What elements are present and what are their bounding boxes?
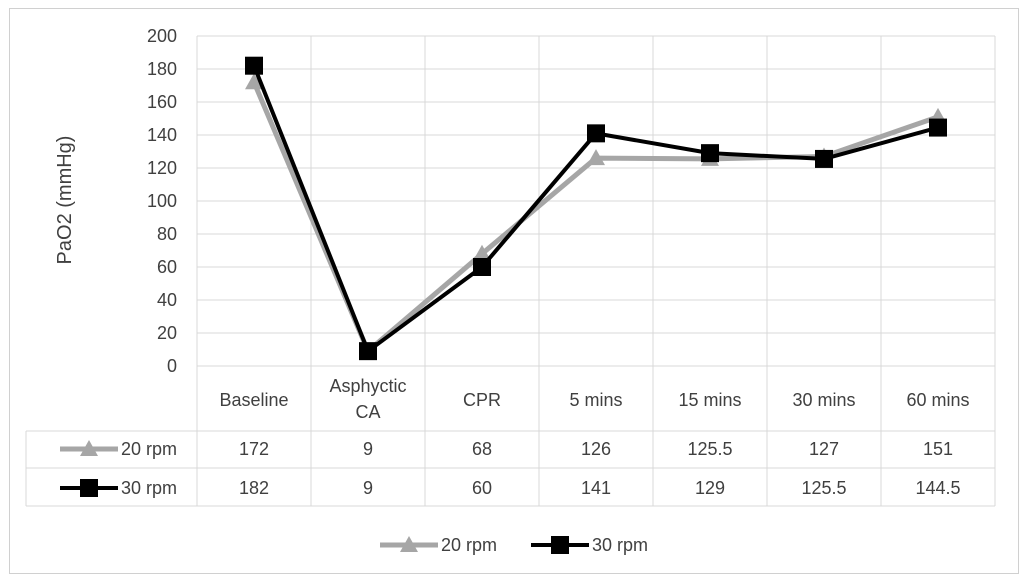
y-tick-label: 160: [147, 92, 177, 112]
table-legend-marker-30-rpm: [80, 479, 98, 497]
y-tick-label: 20: [157, 323, 177, 343]
series-line-30-rpm: [252, 64, 939, 354]
data-point-30-rpm: [701, 144, 719, 163]
y-tick-label: 0: [167, 356, 177, 376]
x-category-label: CPR: [463, 390, 501, 410]
y-tick-label: 140: [147, 125, 177, 145]
legend-marker-20-rpm: [400, 536, 418, 552]
data-point-30-rpm: [359, 342, 377, 361]
y-axis-label: PaO2 (mmHg): [54, 136, 76, 265]
data-point-30-rpm: [473, 258, 491, 276]
table-cell-20-rpm: 9: [363, 439, 373, 459]
table-cell-30-rpm: 9: [363, 478, 373, 498]
x-category-label: 60 mins: [906, 390, 969, 410]
table-cell-30-rpm: 125.5: [801, 478, 846, 498]
legend-marker-30-rpm: [551, 536, 569, 554]
x-category-label: Asphyctic: [329, 376, 406, 396]
data-point-20-rpm: [587, 149, 605, 166]
table-cell-20-rpm: 125.5: [687, 439, 732, 459]
y-tick-label: 100: [147, 191, 177, 211]
y-tick-label: 60: [157, 257, 177, 277]
x-category-label: 5 mins: [569, 390, 622, 410]
y-tick-label: 40: [157, 290, 177, 310]
series-line-20-rpm: [251, 81, 939, 354]
chart-frame: [9, 8, 1019, 574]
table-cell-30-rpm: 60: [472, 478, 492, 498]
data-point-20-rpm: [245, 73, 263, 90]
table-cell-20-rpm: 127: [809, 439, 839, 459]
y-tick-label: 80: [157, 224, 177, 244]
table-series-name-30-rpm: 30 rpm: [121, 478, 177, 498]
table-cell-30-rpm: 144.5: [915, 478, 960, 498]
table-cell-20-rpm: 151: [923, 439, 953, 459]
data-point-30-rpm: [245, 56, 263, 75]
table-cell-30-rpm: 182: [239, 478, 269, 498]
y-tick-label: 120: [147, 158, 177, 178]
table-cell-20-rpm: 68: [472, 439, 492, 459]
x-category-label: CA: [355, 402, 380, 422]
data-point-30-rpm: [929, 118, 947, 137]
data-point-20-rpm: [473, 244, 491, 261]
x-category-label: 15 mins: [678, 390, 741, 410]
table-series-name-20-rpm: 20 rpm: [121, 439, 177, 459]
legend-label-20-rpm: 20 rpm: [441, 535, 497, 555]
table-cell-30-rpm: 129: [695, 478, 725, 498]
legend-label-30-rpm: 30 rpm: [592, 535, 648, 555]
table-cell-20-rpm: 172: [239, 439, 269, 459]
data-point-30-rpm: [815, 149, 833, 168]
y-tick-label: 200: [147, 26, 177, 46]
table-cell-30-rpm: 141: [581, 478, 611, 498]
table-legend-marker-20-rpm: [80, 440, 98, 456]
y-tick-label: 180: [147, 59, 177, 79]
x-category-label: 30 mins: [792, 390, 855, 410]
data-point-30-rpm: [587, 124, 605, 143]
x-category-label: Baseline: [219, 390, 288, 410]
table-cell-20-rpm: 126: [581, 439, 611, 459]
